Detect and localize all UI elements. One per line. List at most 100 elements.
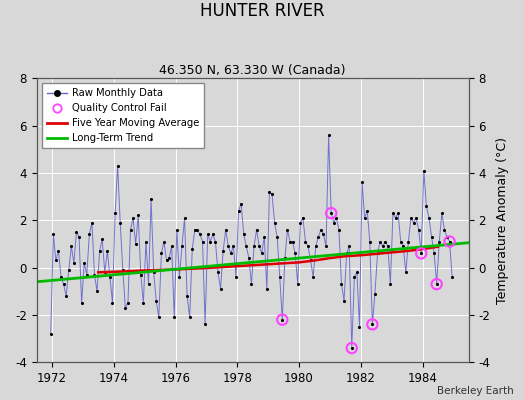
Point: [203, 231, 212, 238]
Point: [273, 234, 281, 240]
Point: [199, 238, 207, 245]
Point: [384, 243, 392, 250]
Point: [134, 212, 143, 219]
Point: [440, 226, 449, 233]
Point: [432, 281, 441, 287]
Point: [57, 274, 66, 280]
Point: [95, 248, 104, 254]
Point: [242, 243, 250, 250]
Point: [327, 210, 335, 216]
Point: [234, 208, 243, 214]
Legend: Raw Monthly Data, Quality Control Fail, Five Year Moving Average, Long-Term Tren: Raw Monthly Data, Quality Control Fail, …: [41, 83, 204, 148]
Point: [314, 234, 323, 240]
Point: [93, 288, 101, 294]
Point: [255, 243, 264, 250]
Point: [260, 234, 268, 240]
Point: [432, 281, 441, 287]
Point: [327, 210, 335, 216]
Point: [399, 243, 408, 250]
Point: [83, 272, 91, 278]
Point: [371, 290, 379, 297]
Point: [211, 238, 220, 245]
Point: [397, 238, 405, 245]
Point: [378, 243, 387, 250]
Point: [253, 226, 261, 233]
Point: [445, 238, 454, 245]
Point: [121, 305, 129, 311]
Title: 46.350 N, 63.330 W (Canada): 46.350 N, 63.330 W (Canada): [159, 64, 346, 77]
Point: [157, 250, 166, 256]
Point: [438, 210, 446, 216]
Point: [193, 226, 202, 233]
Point: [80, 260, 89, 266]
Point: [404, 238, 412, 245]
Point: [293, 281, 302, 287]
Point: [324, 132, 333, 138]
Point: [149, 269, 158, 276]
Point: [219, 248, 227, 254]
Text: HUNTER RIVER: HUNTER RIVER: [200, 2, 324, 20]
Point: [147, 196, 155, 202]
Point: [428, 234, 436, 240]
Point: [265, 189, 274, 195]
Point: [448, 274, 456, 280]
Point: [268, 191, 276, 197]
Point: [237, 200, 245, 207]
Point: [361, 215, 369, 221]
Point: [350, 274, 358, 280]
Point: [381, 238, 389, 245]
Point: [296, 219, 304, 226]
Point: [103, 248, 112, 254]
Point: [114, 162, 122, 169]
Point: [132, 241, 140, 247]
Point: [209, 231, 217, 238]
Point: [417, 250, 425, 256]
Point: [286, 238, 294, 245]
Point: [301, 238, 310, 245]
Y-axis label: Temperature Anomaly (°C): Temperature Anomaly (°C): [496, 137, 509, 304]
Point: [407, 215, 415, 221]
Point: [386, 281, 395, 287]
Point: [373, 250, 381, 256]
Point: [116, 219, 124, 226]
Point: [417, 250, 425, 256]
Point: [106, 274, 114, 280]
Point: [108, 300, 117, 306]
Point: [196, 231, 204, 238]
Point: [137, 272, 145, 278]
Point: [201, 321, 209, 328]
Point: [175, 274, 183, 280]
Point: [368, 321, 377, 328]
Point: [345, 243, 353, 250]
Point: [270, 219, 279, 226]
Point: [425, 215, 433, 221]
Point: [414, 226, 423, 233]
Point: [340, 298, 348, 304]
Point: [430, 250, 438, 256]
Point: [101, 269, 109, 276]
Point: [332, 215, 341, 221]
Point: [281, 255, 289, 261]
Point: [160, 238, 168, 245]
Point: [216, 286, 225, 292]
Point: [363, 208, 372, 214]
Point: [180, 215, 189, 221]
Point: [178, 243, 186, 250]
Point: [443, 234, 451, 240]
Point: [165, 255, 173, 261]
Point: [420, 167, 428, 174]
Point: [49, 231, 58, 238]
Point: [250, 243, 258, 250]
Point: [283, 226, 292, 233]
Point: [90, 272, 99, 278]
Point: [309, 274, 318, 280]
Point: [355, 324, 364, 330]
Point: [111, 210, 119, 216]
Point: [183, 293, 191, 299]
Point: [347, 345, 356, 351]
Point: [358, 179, 366, 186]
Point: [67, 243, 75, 250]
Point: [62, 293, 70, 299]
Point: [322, 243, 330, 250]
Point: [118, 267, 127, 273]
